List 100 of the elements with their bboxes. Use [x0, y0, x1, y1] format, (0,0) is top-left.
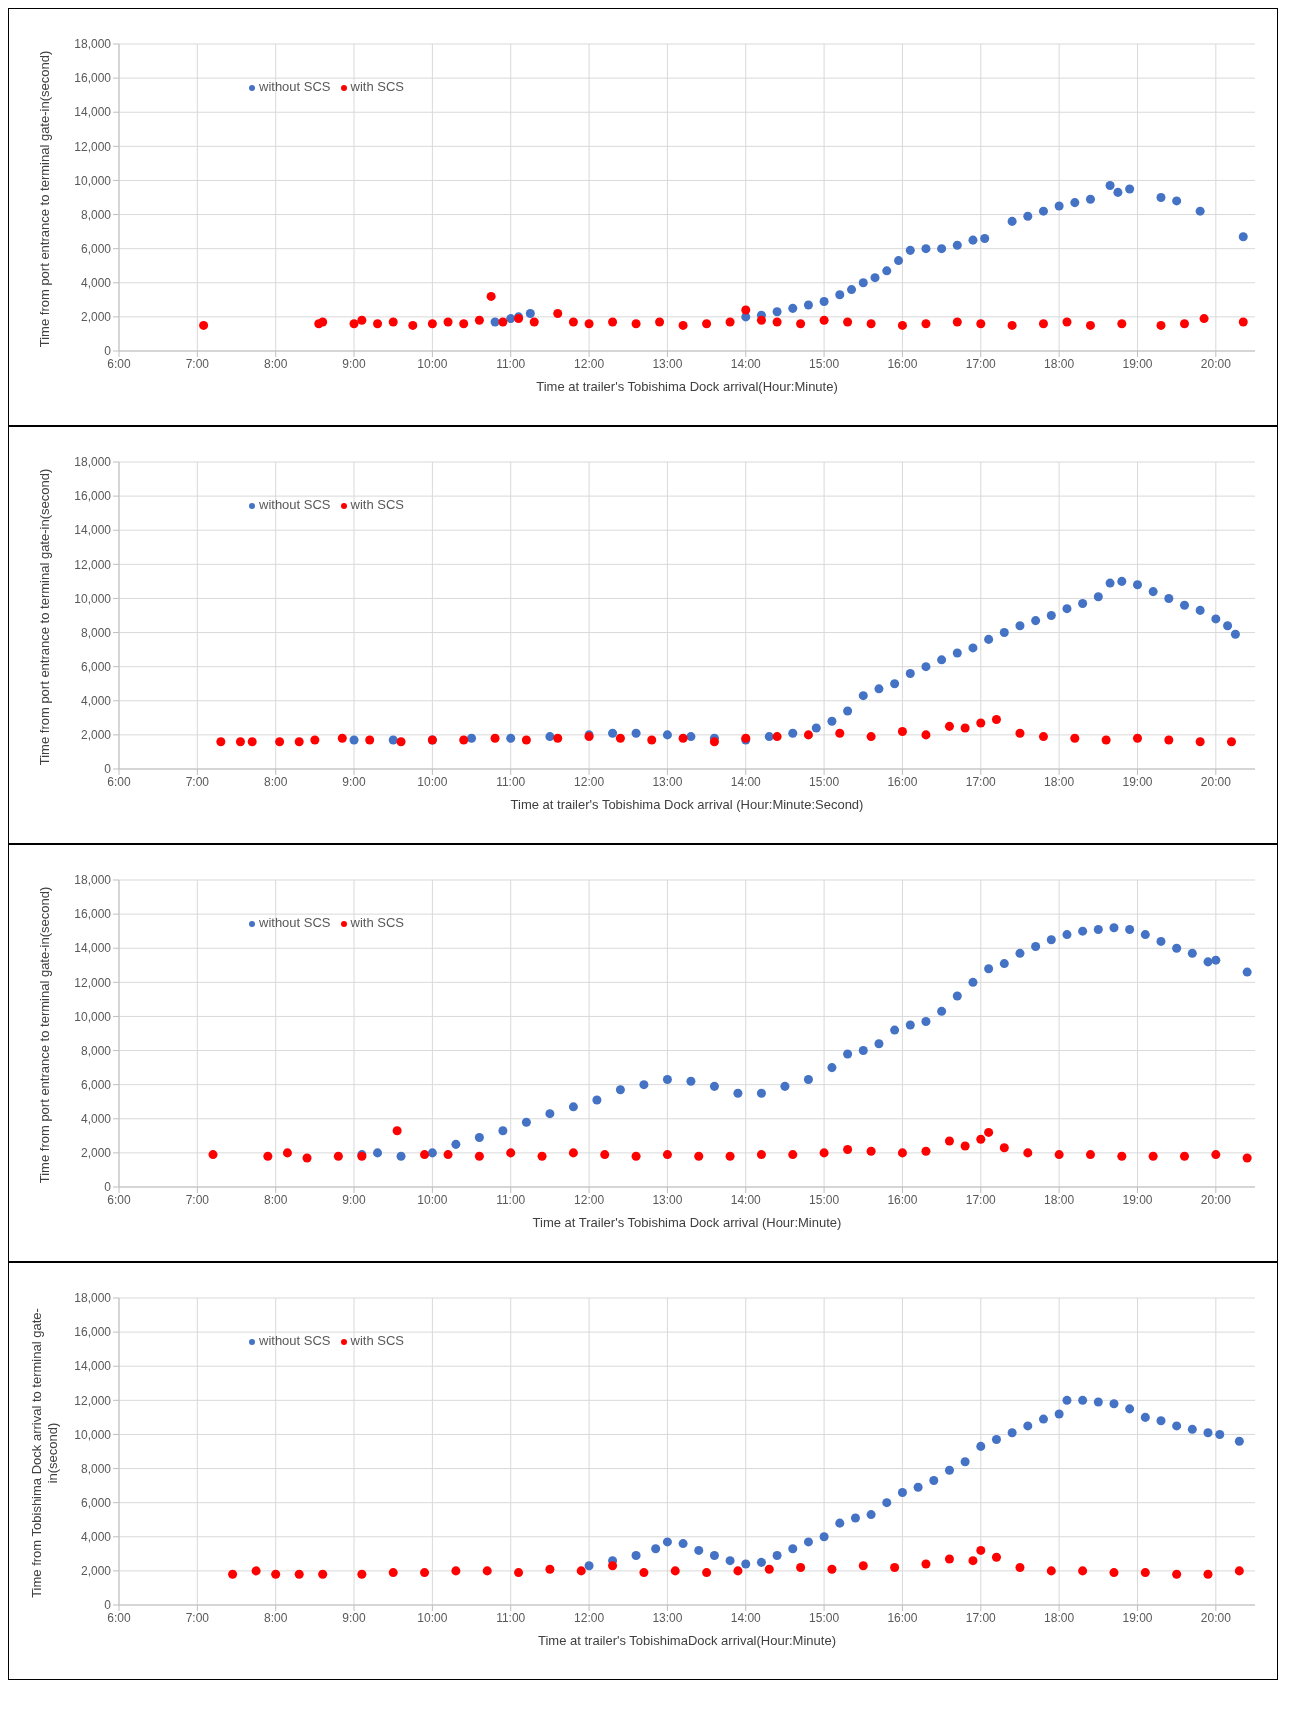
x-tick-label: 6:00: [107, 1192, 131, 1207]
point: [866, 1146, 876, 1156]
x-tick-label: 13:00: [652, 1610, 683, 1625]
point: [756, 1088, 766, 1098]
point: [514, 1568, 524, 1578]
point: [228, 1569, 238, 1579]
point: [709, 737, 719, 747]
legend-label: without SCS: [259, 497, 331, 512]
point: [1113, 187, 1123, 197]
point: [525, 308, 535, 318]
point: [1242, 1153, 1252, 1163]
point: [937, 244, 947, 254]
point: [847, 285, 857, 295]
point: [443, 1150, 453, 1160]
point: [1085, 1150, 1095, 1160]
point: [1007, 216, 1017, 226]
x-tick-label: 9:00: [342, 1610, 367, 1625]
point: [271, 1569, 281, 1579]
point: [803, 1537, 813, 1547]
point: [592, 1095, 602, 1105]
y-tick-label: 6,000: [80, 659, 112, 674]
x-tick-label: 19:00: [1122, 1610, 1153, 1625]
point: [788, 303, 798, 313]
x-tick-label: 9:00: [342, 774, 367, 789]
point: [1203, 957, 1213, 967]
y-tick-label: 2,000: [80, 1146, 112, 1161]
point: [709, 1551, 719, 1561]
point: [1070, 198, 1080, 208]
point: [199, 320, 209, 330]
point: [1140, 1412, 1150, 1422]
y-tick-label: 16,000: [74, 907, 112, 922]
point: [294, 737, 304, 747]
point: [275, 737, 285, 747]
point: [1105, 181, 1115, 191]
point: [1187, 1424, 1197, 1434]
x-tick-label: 14:00: [730, 1192, 762, 1207]
x-tick-label: 17:00: [965, 774, 997, 789]
point: [843, 1049, 853, 1059]
point: [897, 320, 907, 330]
point: [894, 256, 904, 266]
point: [1101, 735, 1111, 745]
point: [944, 721, 954, 731]
x-tick-label: 14:00: [730, 1610, 762, 1625]
point: [584, 319, 594, 329]
x-tick-label: 16:00: [887, 774, 918, 789]
point: [208, 1150, 218, 1160]
point: [835, 290, 845, 300]
point: [733, 1566, 743, 1576]
point: [1015, 948, 1025, 958]
point: [1023, 1421, 1033, 1431]
y-tick-label: 8,000: [80, 207, 112, 222]
x-axis-title: Time at Trailer's Tobishima Dock arrival (Hour:Minute): [532, 1215, 842, 1230]
x-tick-label: 10:00: [417, 1610, 448, 1625]
point: [1054, 1150, 1064, 1160]
point: [247, 737, 257, 747]
point: [1179, 600, 1189, 610]
point: [858, 278, 868, 288]
point: [819, 1148, 829, 1158]
point: [678, 733, 688, 743]
x-tick-label: 15:00: [809, 1610, 840, 1625]
x-tick-label: 18:00: [1044, 1192, 1075, 1207]
point: [1117, 319, 1127, 329]
y-tick-label: 0: [104, 1180, 112, 1195]
point: [333, 1151, 343, 1161]
point: [467, 733, 477, 743]
point: [568, 1148, 578, 1158]
y-axis-title: Time from port entrance to terminal gate-in(second): [37, 885, 53, 1185]
x-tick-label: 13:00: [652, 356, 683, 371]
x-tick-label: 6:00: [107, 774, 131, 789]
point: [796, 319, 806, 329]
point: [1007, 1428, 1017, 1438]
point: [944, 1465, 954, 1475]
x-tick-label: 12:00: [574, 1610, 605, 1625]
point: [1038, 206, 1048, 216]
x-tick-label: 6:00: [107, 1610, 131, 1625]
point: [1179, 319, 1189, 329]
point: [568, 317, 578, 327]
x-tick-label: 12:00: [574, 774, 605, 789]
y-tick-label: 14,000: [74, 523, 112, 538]
point: [827, 1063, 837, 1073]
point: [1156, 936, 1166, 946]
point: [788, 1150, 798, 1160]
point: [631, 1551, 641, 1561]
point: [1023, 1148, 1033, 1158]
y-tick-label: 0: [104, 1598, 112, 1613]
x-tick-label: 16:00: [887, 1610, 918, 1625]
y-tick-label: 8,000: [80, 625, 112, 640]
point: [1211, 614, 1221, 624]
point: [905, 245, 915, 255]
point: [373, 319, 383, 329]
x-tick-label: 12:00: [574, 356, 605, 371]
point: [1164, 593, 1174, 603]
point: [788, 728, 798, 738]
point: [474, 1151, 484, 1161]
point: [952, 991, 962, 1001]
point: [952, 240, 962, 250]
point: [459, 735, 469, 745]
y-tick-label: 8,000: [80, 1043, 112, 1058]
y-tick-label: 6,000: [80, 1077, 112, 1092]
point: [365, 735, 375, 745]
